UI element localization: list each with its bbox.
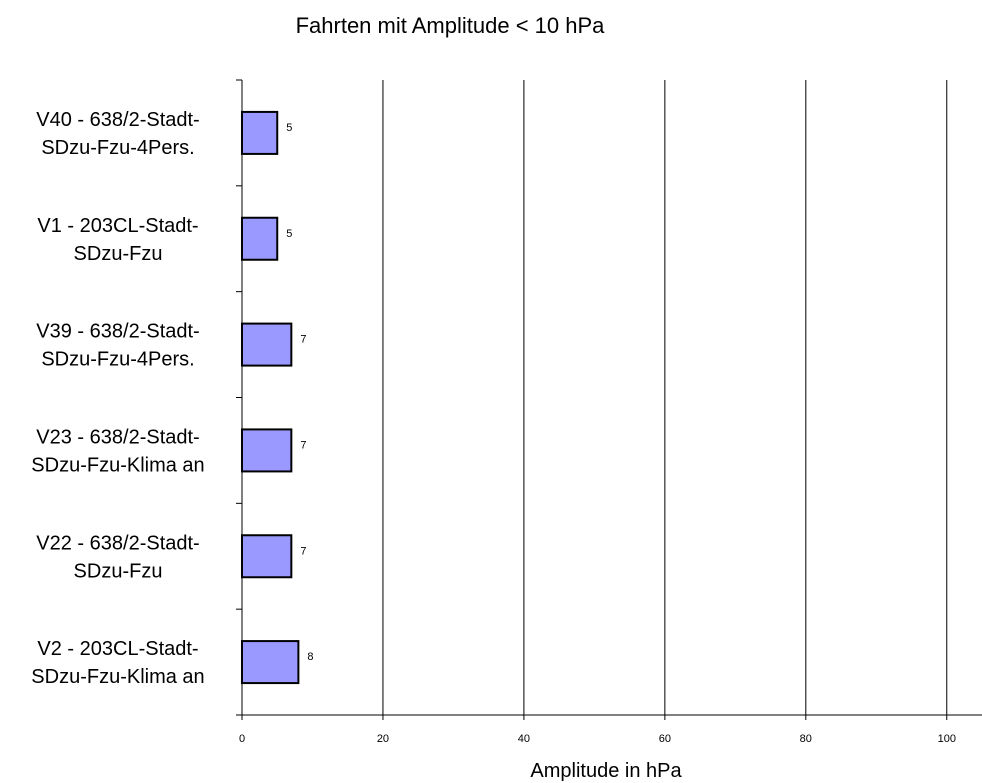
category-label-line: V2 - 203CL-Stadt- <box>37 638 198 660</box>
x-tick-label: 40 <box>518 733 530 745</box>
category-label-line: SDzu-Fzu-Klima an <box>31 666 204 688</box>
category-label-line: V1 - 203CL-Stadt- <box>37 215 198 237</box>
data-labels: 5 5 7 7 7 8 <box>286 122 313 663</box>
x-tick-label: 60 <box>659 733 671 745</box>
bar <box>241 216 279 261</box>
category-label-line: V39 - 638/2-Stadt- <box>36 321 199 343</box>
data-label: 5 <box>286 228 292 240</box>
x-tick-label: 80 <box>800 733 812 745</box>
category-label: V22 - 638/2-Stadt- SDzu-Fzu <box>36 532 199 582</box>
category-label: V40 - 638/2-Stadt- SDzu-Fzu-4Pers. <box>36 109 199 159</box>
category-label-line: SDzu-Fzu-Klima an <box>31 454 204 476</box>
data-label: 8 <box>307 651 313 663</box>
chart-title: Fahrten mit Amplitude < 10 hPa <box>296 13 606 38</box>
x-tick-label: 20 <box>377 733 389 745</box>
category-label-line: V40 - 638/2-Stadt- <box>36 109 199 131</box>
x-tick-label: 0 <box>239 733 245 745</box>
category-label: V39 - 638/2-Stadt- SDzu-Fzu-4Pers. <box>36 321 199 371</box>
data-label: 7 <box>300 334 306 346</box>
data-label: 7 <box>300 545 306 557</box>
category-label: V1 - 203CL-Stadt- SDzu-Fzu <box>37 215 198 265</box>
category-label-line: SDzu-Fzu <box>74 243 163 265</box>
category-label-line: V22 - 638/2-Stadt- <box>36 532 199 554</box>
bars <box>241 110 300 685</box>
category-label-line: SDzu-Fzu <box>74 560 163 582</box>
category-label: V2 - 203CL-Stadt- SDzu-Fzu-Klima an <box>31 638 204 688</box>
axes <box>236 79 982 720</box>
gridlines <box>382 80 948 715</box>
x-tick-labels: 0 20 40 60 80 100 <box>239 733 956 745</box>
category-label-line: SDzu-Fzu-4Pers. <box>41 349 194 371</box>
x-axis-title: Amplitude in hPa <box>530 760 682 782</box>
bar <box>241 110 279 155</box>
category-label-line: V23 - 638/2-Stadt- <box>36 426 199 448</box>
category-labels: V40 - 638/2-Stadt- SDzu-Fzu-4Pers. V1 - 20… <box>31 109 204 688</box>
bar <box>241 640 300 685</box>
x-tick-label: 100 <box>938 733 956 745</box>
data-label: 7 <box>300 439 306 451</box>
bar <box>241 534 293 579</box>
bar <box>241 428 293 473</box>
category-label-line: SDzu-Fzu-4Pers. <box>41 137 194 159</box>
category-label: V23 - 638/2-Stadt- SDzu-Fzu-Klima an <box>31 426 204 476</box>
data-label: 5 <box>286 122 292 134</box>
bar <box>241 322 293 367</box>
